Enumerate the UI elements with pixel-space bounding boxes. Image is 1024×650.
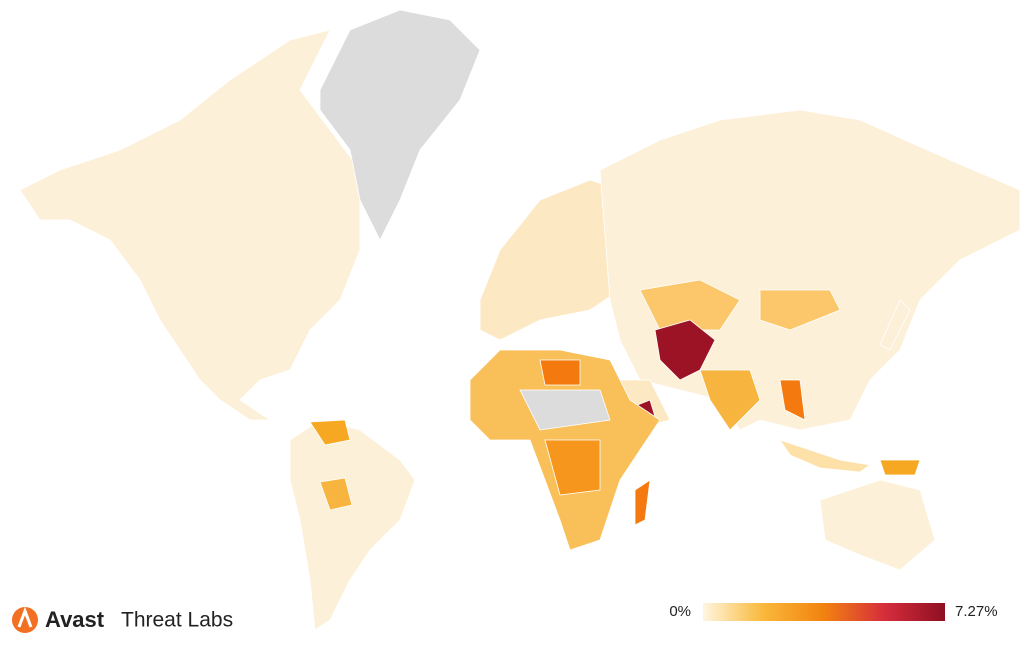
venezuela (309, 419, 351, 446)
libya (539, 359, 581, 386)
legend-color-scale (703, 603, 945, 621)
mongolia (759, 289, 841, 331)
brand-product: Threat Labs (121, 609, 233, 632)
north-america (19, 29, 361, 421)
central-africa (544, 439, 601, 496)
laos (779, 379, 806, 421)
brand-logo-mark (17, 606, 33, 628)
legend-min-label: 0% (669, 603, 691, 620)
brand-name: Avast (45, 607, 105, 632)
sahel (519, 389, 611, 431)
world-map (19, 9, 1021, 631)
madagascar (634, 479, 651, 526)
legend: 0% 7.27% (669, 603, 998, 621)
indonesia (779, 439, 872, 473)
legend-max-label: 7.27% (955, 603, 998, 620)
south-america (289, 419, 416, 631)
australia (819, 479, 936, 571)
brand: Avast Threat Labs (12, 606, 233, 633)
bolivia (319, 477, 353, 511)
asia (599, 109, 1021, 431)
papua-new-guinea (879, 459, 921, 476)
kazakhstan (639, 279, 741, 331)
europe (479, 179, 621, 341)
india (699, 369, 761, 431)
japan (879, 299, 911, 351)
greenland (319, 9, 481, 241)
